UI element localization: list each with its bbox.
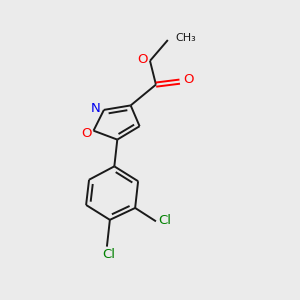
Text: O: O <box>183 73 193 86</box>
Text: Cl: Cl <box>102 248 115 260</box>
Text: N: N <box>91 102 100 115</box>
Text: CH₃: CH₃ <box>175 33 196 43</box>
Text: O: O <box>81 127 91 140</box>
Text: Cl: Cl <box>158 214 171 227</box>
Text: O: O <box>137 53 148 66</box>
